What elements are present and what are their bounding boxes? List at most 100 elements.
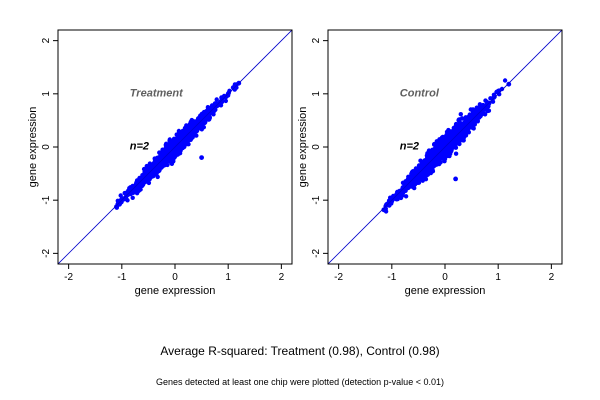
data-point (466, 124, 471, 130)
data-point (472, 122, 477, 127)
data-point (410, 178, 416, 183)
data-point (485, 101, 490, 106)
data-point (464, 130, 469, 135)
data-point (151, 166, 156, 172)
panel-annotation-n: n=2 (400, 141, 419, 153)
data-point (141, 166, 147, 172)
data-point (475, 117, 480, 123)
data-point (495, 88, 501, 94)
data-point (502, 78, 508, 83)
identity-line (328, 30, 562, 264)
y-axis-label: gene expression (27, 107, 39, 188)
y-tick-label: 1 (311, 91, 322, 97)
data-point (156, 168, 161, 174)
data-point (138, 176, 143, 181)
x-tick-label: -1 (387, 272, 396, 283)
data-point (432, 141, 437, 147)
x-tick-label: 1 (225, 272, 231, 283)
data-point (124, 197, 129, 202)
data-point (430, 160, 435, 165)
data-point (454, 134, 459, 139)
x-axis-label: gene expression (135, 285, 216, 297)
data-point (448, 132, 453, 137)
x-tick-label: 0 (442, 272, 448, 283)
data-point (486, 108, 492, 113)
data-point (171, 152, 177, 158)
data-point (389, 198, 395, 204)
panel-annotation-n: n=2 (130, 141, 149, 153)
data-point (138, 184, 143, 189)
data-point (130, 186, 135, 191)
data-point (499, 86, 505, 92)
x-tick-label: 1 (495, 272, 501, 283)
panel-1: -2 -1 0 1 2 -2 -1 0 1 2 gene expression gene expres… (27, 29, 293, 297)
data-point (477, 102, 483, 107)
data-point (146, 172, 151, 178)
data-point (455, 139, 460, 144)
data-point (435, 155, 440, 160)
data-point (444, 153, 449, 158)
x-tick-label: 2 (279, 272, 285, 283)
data-point (183, 132, 189, 138)
y-tick-label: 0 (41, 144, 52, 150)
data-point (394, 193, 400, 199)
data-point (447, 146, 452, 151)
data-point (206, 117, 212, 122)
data-point (152, 160, 158, 165)
data-point (139, 179, 144, 185)
data-point (199, 155, 205, 161)
data-point (165, 162, 170, 168)
data-point (192, 131, 197, 136)
data-point (471, 126, 476, 131)
data-point (428, 168, 433, 173)
data-points (114, 80, 242, 210)
y-tick-label: -2 (311, 248, 322, 257)
data-point (193, 125, 199, 131)
data-point (442, 145, 448, 151)
data-point (384, 202, 389, 207)
footnote-text: Genes detected at least one chip were pl… (156, 377, 444, 387)
x-axis-label: gene expression (405, 285, 486, 297)
summary-text: Average R-squared: Treatment (0.98), Con… (160, 344, 440, 358)
x-tick-label: -2 (64, 272, 73, 283)
data-point (155, 174, 160, 180)
data-point (137, 188, 142, 193)
y-tick-label: -1 (311, 195, 322, 204)
data-point (442, 135, 448, 140)
data-point (429, 164, 434, 169)
data-point (433, 146, 438, 151)
data-point (467, 112, 472, 117)
y-tick-label: 0 (311, 144, 322, 150)
data-point (403, 194, 409, 199)
y-axis-label: gene expression (297, 107, 309, 188)
data-point (200, 112, 206, 118)
data-point (172, 143, 178, 149)
data-point (179, 131, 184, 137)
y-tick-label: 2 (311, 37, 322, 43)
data-point (416, 170, 421, 175)
data-point (162, 148, 167, 153)
data-point (148, 163, 153, 168)
data-point (156, 155, 162, 161)
data-point (181, 136, 187, 142)
data-point (202, 120, 207, 126)
y-tick-label: 2 (41, 37, 52, 43)
data-point (482, 112, 488, 117)
data-point (115, 198, 121, 203)
data-point (381, 207, 387, 213)
data-point (156, 164, 162, 169)
data-point (230, 85, 236, 90)
data-point (145, 178, 150, 183)
data-point (458, 127, 464, 133)
panel-annotation-title: Control (400, 87, 440, 99)
data-point (214, 97, 219, 102)
data-point (398, 195, 404, 201)
data-point (176, 134, 182, 139)
panel-annotation-title: Treatment (130, 87, 184, 99)
data-point (114, 204, 119, 210)
data-point (176, 128, 182, 134)
data-point (444, 129, 450, 135)
data-point (460, 116, 465, 121)
data-point (469, 116, 474, 122)
